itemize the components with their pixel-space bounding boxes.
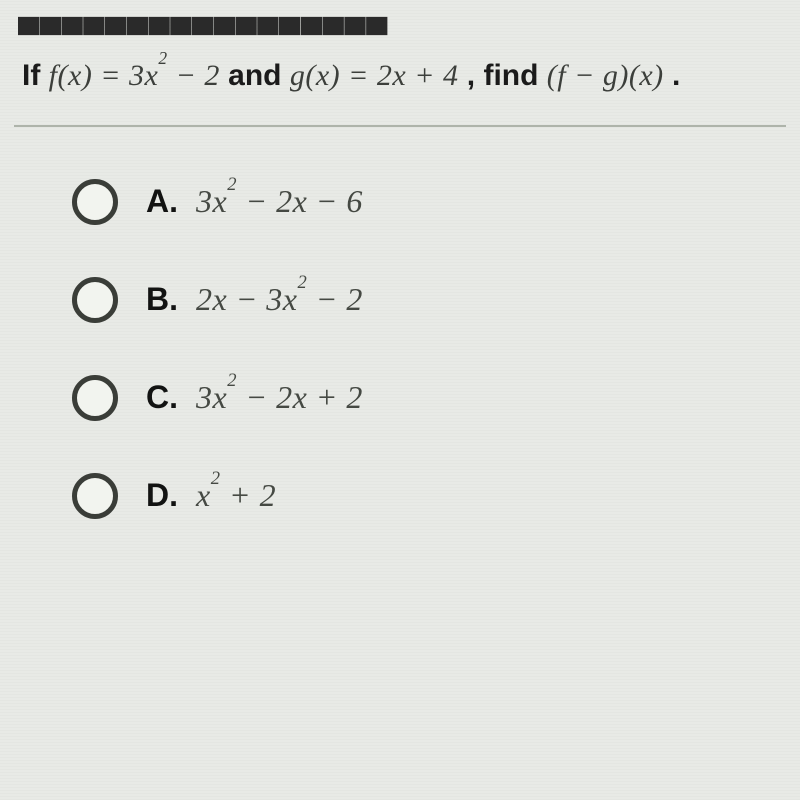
radio-icon[interactable] <box>72 473 118 519</box>
answer-choices: A. 3x2 − 2x − 6 B. 2x − 3x2 − 2 C. 3x2 −… <box>0 179 800 519</box>
choice-label: D. x2 + 2 <box>146 477 276 514</box>
choice-expr: 2x − 3x2 − 2 <box>196 281 363 318</box>
choice-expr: x2 + 2 <box>196 477 276 514</box>
prompt-prefix: If <box>22 59 49 92</box>
choice-expr: 3x2 − 2x − 6 <box>196 183 363 220</box>
choice-letter: B. <box>146 281 178 318</box>
choice-b[interactable]: B. 2x − 3x2 − 2 <box>72 277 800 323</box>
question-header-fragment: ▄▄▄▄▄▄▄▄▄▄▄▄▄▄▄▄▄ <box>0 0 800 36</box>
question-prompt: If f(x) = 3x2 − 2 and g(x) = 2x + 4 , fi… <box>0 36 800 125</box>
radio-icon[interactable] <box>72 375 118 421</box>
choice-a[interactable]: A. 3x2 − 2x − 6 <box>72 179 800 225</box>
radio-icon[interactable] <box>72 277 118 323</box>
prompt-target: (f − g)(x) <box>547 59 664 92</box>
choice-letter: D. <box>146 477 178 514</box>
radio-icon[interactable] <box>72 179 118 225</box>
choice-label: C. 3x2 − 2x + 2 <box>146 379 363 416</box>
prompt-mid: and <box>228 59 290 92</box>
choice-expr: 3x2 − 2x + 2 <box>196 379 363 416</box>
divider-rule <box>14 125 786 127</box>
choice-label: A. 3x2 − 2x − 6 <box>146 183 363 220</box>
choice-letter: C. <box>146 379 178 416</box>
choice-c[interactable]: C. 3x2 − 2x + 2 <box>72 375 800 421</box>
choice-d[interactable]: D. x2 + 2 <box>72 473 800 519</box>
prompt-fdef: f(x) = 3x2 − 2 <box>49 59 220 92</box>
choice-label: B. 2x − 3x2 − 2 <box>146 281 363 318</box>
prompt-period: . <box>672 59 680 92</box>
quiz-page: ▄▄▄▄▄▄▄▄▄▄▄▄▄▄▄▄▄ If f(x) = 3x2 − 2 and … <box>0 0 800 800</box>
prompt-gdef: g(x) = 2x + 4 <box>290 59 459 92</box>
prompt-comma: , find <box>467 59 547 92</box>
choice-letter: A. <box>146 183 178 220</box>
